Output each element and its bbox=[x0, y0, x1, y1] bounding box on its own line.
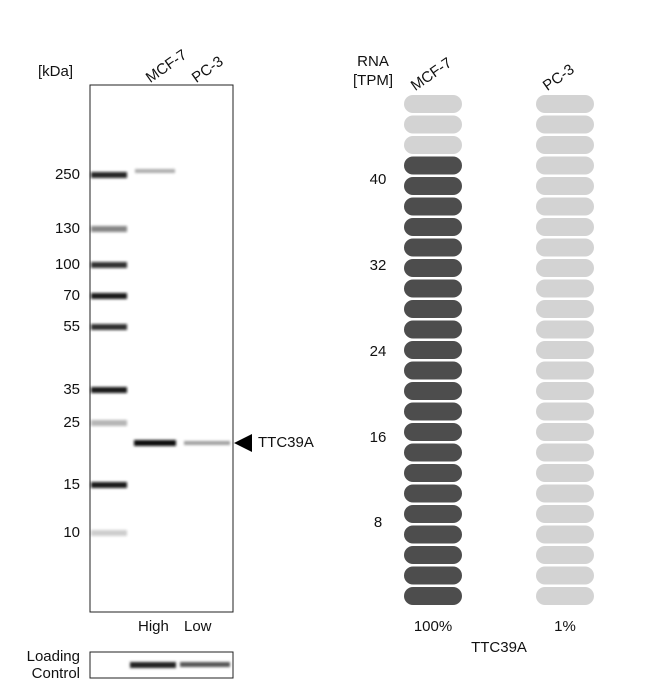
marker-label: 10 bbox=[63, 524, 80, 541]
lane-label: MCF-7 bbox=[143, 46, 190, 86]
tpm-tick: 8 bbox=[374, 514, 382, 531]
tpm-tick: 32 bbox=[370, 257, 387, 274]
loading-band bbox=[180, 662, 230, 667]
tpm-pill bbox=[536, 423, 594, 441]
marker-label: 130 bbox=[55, 220, 80, 237]
loading-label: Control bbox=[32, 665, 80, 682]
tpm-pill bbox=[404, 546, 462, 564]
tpm-pill bbox=[404, 566, 462, 585]
lane-level: High bbox=[138, 618, 169, 635]
tpm-tick: 40 bbox=[370, 171, 387, 188]
marker-band bbox=[91, 482, 127, 488]
band bbox=[134, 440, 176, 446]
marker-band bbox=[91, 262, 127, 268]
tpm-tick: 16 bbox=[370, 429, 387, 446]
marker-label: 100 bbox=[55, 256, 80, 273]
tpm-pill bbox=[404, 238, 462, 257]
tpm-pill bbox=[536, 197, 594, 216]
marker-band bbox=[91, 293, 127, 299]
tpm-pill bbox=[404, 259, 462, 277]
marker-band bbox=[91, 387, 127, 393]
tpm-pill bbox=[536, 505, 594, 523]
marker-label: 25 bbox=[63, 414, 80, 431]
loading-label: Loading bbox=[27, 648, 80, 665]
marker-label: 15 bbox=[63, 476, 80, 493]
marker-band bbox=[91, 420, 127, 426]
tpm-pill bbox=[536, 238, 594, 257]
tpm-pill bbox=[536, 115, 594, 134]
percent-label: 1% bbox=[554, 618, 576, 635]
tpm-pill bbox=[536, 341, 594, 359]
tpm-pill bbox=[404, 279, 462, 298]
tpm-pill bbox=[536, 300, 594, 318]
lane-level: Low bbox=[184, 618, 212, 635]
marker-label: 35 bbox=[63, 381, 80, 398]
tpm-pill bbox=[536, 177, 594, 195]
column-label: PC-3 bbox=[540, 61, 578, 95]
band bbox=[135, 169, 175, 173]
tpm-pill bbox=[536, 320, 594, 339]
tpm-pill bbox=[536, 156, 594, 175]
column-label: MCF-7 bbox=[408, 54, 455, 94]
tpm-pill bbox=[536, 361, 594, 380]
tpm-pill bbox=[536, 566, 594, 585]
tpm-pill bbox=[404, 218, 462, 236]
lane-label: PC-3 bbox=[189, 53, 227, 87]
axis-label: RNA bbox=[357, 53, 389, 70]
tpm-pill bbox=[536, 136, 594, 154]
gene-label: TTC39A bbox=[471, 639, 527, 656]
tpm-pill bbox=[404, 341, 462, 359]
marker-label: 250 bbox=[55, 166, 80, 183]
tpm-pill bbox=[404, 402, 462, 421]
loading-band bbox=[130, 662, 176, 668]
marker-band bbox=[91, 226, 127, 232]
percent-label: 100% bbox=[414, 618, 452, 635]
unit-label: [kDa] bbox=[38, 63, 73, 80]
tpm-pill bbox=[404, 115, 462, 134]
tpm-pill bbox=[536, 95, 594, 113]
marker-band bbox=[91, 324, 127, 330]
tpm-pill bbox=[536, 464, 594, 482]
tpm-pill bbox=[536, 587, 594, 605]
tpm-pill bbox=[404, 464, 462, 482]
axis-label: [TPM] bbox=[353, 72, 393, 89]
marker-band bbox=[91, 530, 127, 536]
tpm-tick: 24 bbox=[370, 343, 387, 360]
tpm-pill bbox=[404, 361, 462, 380]
tpm-pill bbox=[404, 423, 462, 441]
tpm-pill bbox=[404, 156, 462, 175]
tpm-pill bbox=[536, 382, 594, 400]
tpm-pill bbox=[536, 525, 594, 544]
tpm-pill bbox=[404, 443, 462, 462]
band bbox=[184, 441, 230, 445]
marker-band bbox=[91, 172, 127, 178]
tpm-pill bbox=[536, 402, 594, 421]
marker-label: 55 bbox=[63, 318, 80, 335]
tpm-pill bbox=[404, 505, 462, 523]
tpm-pill bbox=[404, 197, 462, 216]
tpm-pill bbox=[404, 320, 462, 339]
tpm-pill bbox=[404, 587, 462, 605]
tpm-pill bbox=[404, 136, 462, 154]
tpm-pill bbox=[404, 95, 462, 113]
tpm-pill bbox=[536, 259, 594, 277]
arrow bbox=[234, 434, 252, 452]
tpm-pill bbox=[536, 218, 594, 236]
tpm-pill bbox=[404, 177, 462, 195]
tpm-pill bbox=[536, 546, 594, 564]
tpm-pill bbox=[404, 525, 462, 544]
tpm-pill bbox=[404, 484, 462, 503]
tpm-pill bbox=[536, 279, 594, 298]
tpm-pill bbox=[404, 300, 462, 318]
tpm-pill bbox=[536, 484, 594, 503]
marker-label: 70 bbox=[63, 287, 80, 304]
tpm-pill bbox=[536, 443, 594, 462]
tpm-pill bbox=[404, 382, 462, 400]
target-label: TTC39A bbox=[258, 434, 314, 451]
